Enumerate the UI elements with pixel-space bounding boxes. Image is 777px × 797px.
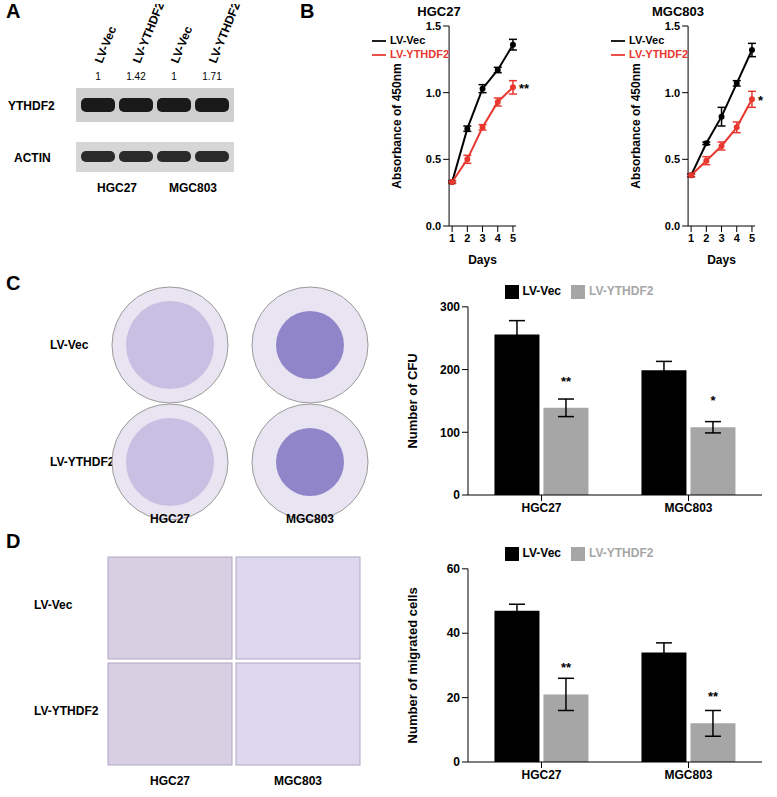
svg-text:Absorbance of 450nm: Absorbance of 450nm [390,63,404,188]
svg-text:1.71: 1.71 [202,71,222,82]
svg-text:Days: Days [468,253,497,267]
svg-text:1: 1 [688,232,694,244]
svg-text:300: 300 [440,300,460,314]
svg-text:LV-YTHDF2: LV-YTHDF2 [130,4,167,65]
svg-text:1.5: 1.5 [426,20,441,32]
svg-text:**: ** [561,660,572,675]
svg-text:MGC803: MGC803 [664,501,712,515]
svg-text:LV-YTHDF2: LV-YTHDF2 [206,4,243,65]
svg-text:HGC27: HGC27 [150,512,190,526]
svg-text:1.5: 1.5 [665,20,680,32]
svg-text:*: * [758,93,764,108]
svg-text:LV-YTHDF2: LV-YTHDF2 [50,455,115,469]
svg-text:100: 100 [440,426,460,440]
svg-text:Days: Days [707,253,736,267]
svg-text:MGC803: MGC803 [286,512,334,526]
svg-text:Absorbance of 450nm: Absorbance of 450nm [629,63,643,188]
svg-text:2: 2 [464,232,470,244]
html-text:MGC803: MGC803 [652,4,704,19]
html-text:LV-YTHDF2: LV-YTHDF2 [589,546,654,560]
svg-text:60: 60 [447,562,461,576]
svg-text:3: 3 [718,232,724,244]
svg-text:Number of migrated cells: Number of migrated cells [405,587,420,743]
svg-text:200: 200 [440,363,460,377]
html-text:LV-Vec: LV-Vec [522,546,561,560]
svg-text:ACTIN: ACTIN [14,151,51,165]
svg-text:0: 0 [453,755,460,769]
svg-text:**: ** [708,689,719,704]
html-text:LV-YTHDF2: LV-YTHDF2 [629,48,689,61]
svg-text:5: 5 [510,232,516,244]
svg-text:20: 20 [447,691,461,705]
svg-text:0: 0 [453,488,460,502]
html-text:A: A [6,0,21,22]
svg-text:4: 4 [734,232,741,244]
svg-text:**: ** [519,81,530,96]
svg-text:MGC803: MGC803 [274,774,322,788]
svg-text:**: ** [561,374,572,389]
svg-text:0.5: 0.5 [665,153,680,165]
svg-text:1: 1 [95,71,101,82]
html-text:LV-YTHDF2: LV-YTHDF2 [390,48,450,61]
svg-text:1: 1 [171,71,177,82]
svg-text:0.0: 0.0 [426,220,441,232]
svg-text:1.42: 1.42 [126,71,146,82]
html-text:LV-Vec: LV-Vec [522,284,561,298]
svg-text:1: 1 [449,232,455,244]
svg-text:LV-Vec: LV-Vec [34,598,73,612]
svg-text:HGC27: HGC27 [150,774,190,788]
svg-text:5: 5 [749,232,755,244]
svg-text:MGC803: MGC803 [169,181,217,195]
svg-text:LV-Vec: LV-Vec [92,24,120,65]
svg-text:1.0: 1.0 [426,87,441,99]
svg-text:LV-YTHDF2: LV-YTHDF2 [34,704,99,718]
svg-text:2: 2 [703,232,709,244]
html-text:B: B [300,0,315,22]
svg-text:LV-Vec: LV-Vec [50,338,89,352]
svg-text:0.0: 0.0 [665,220,680,232]
svg-text:HGC27: HGC27 [521,501,561,515]
html-text:C: C [6,272,21,294]
svg-text:HGC27: HGC27 [521,768,561,782]
svg-text:0.5: 0.5 [426,153,441,165]
svg-text:MGC803: MGC803 [664,768,712,782]
svg-text:*: * [710,393,716,408]
svg-text:HGC27: HGC27 [97,181,137,195]
html-text:HGC27: HGC27 [417,4,461,19]
svg-text:Number of CFU: Number of CFU [405,353,420,448]
svg-text:LV-Vec: LV-Vec [168,24,196,65]
svg-text:4: 4 [495,232,502,244]
svg-text:3: 3 [479,232,485,244]
html-text:LV-Vec: LV-Vec [390,34,426,46]
html-text:D: D [6,530,21,552]
svg-text:40: 40 [447,626,461,640]
svg-text:YTHDF2: YTHDF2 [8,99,55,113]
html-text:LV-YTHDF2: LV-YTHDF2 [589,284,654,298]
html-text:LV-Vec: LV-Vec [629,34,665,46]
svg-text:1.0: 1.0 [665,87,680,99]
